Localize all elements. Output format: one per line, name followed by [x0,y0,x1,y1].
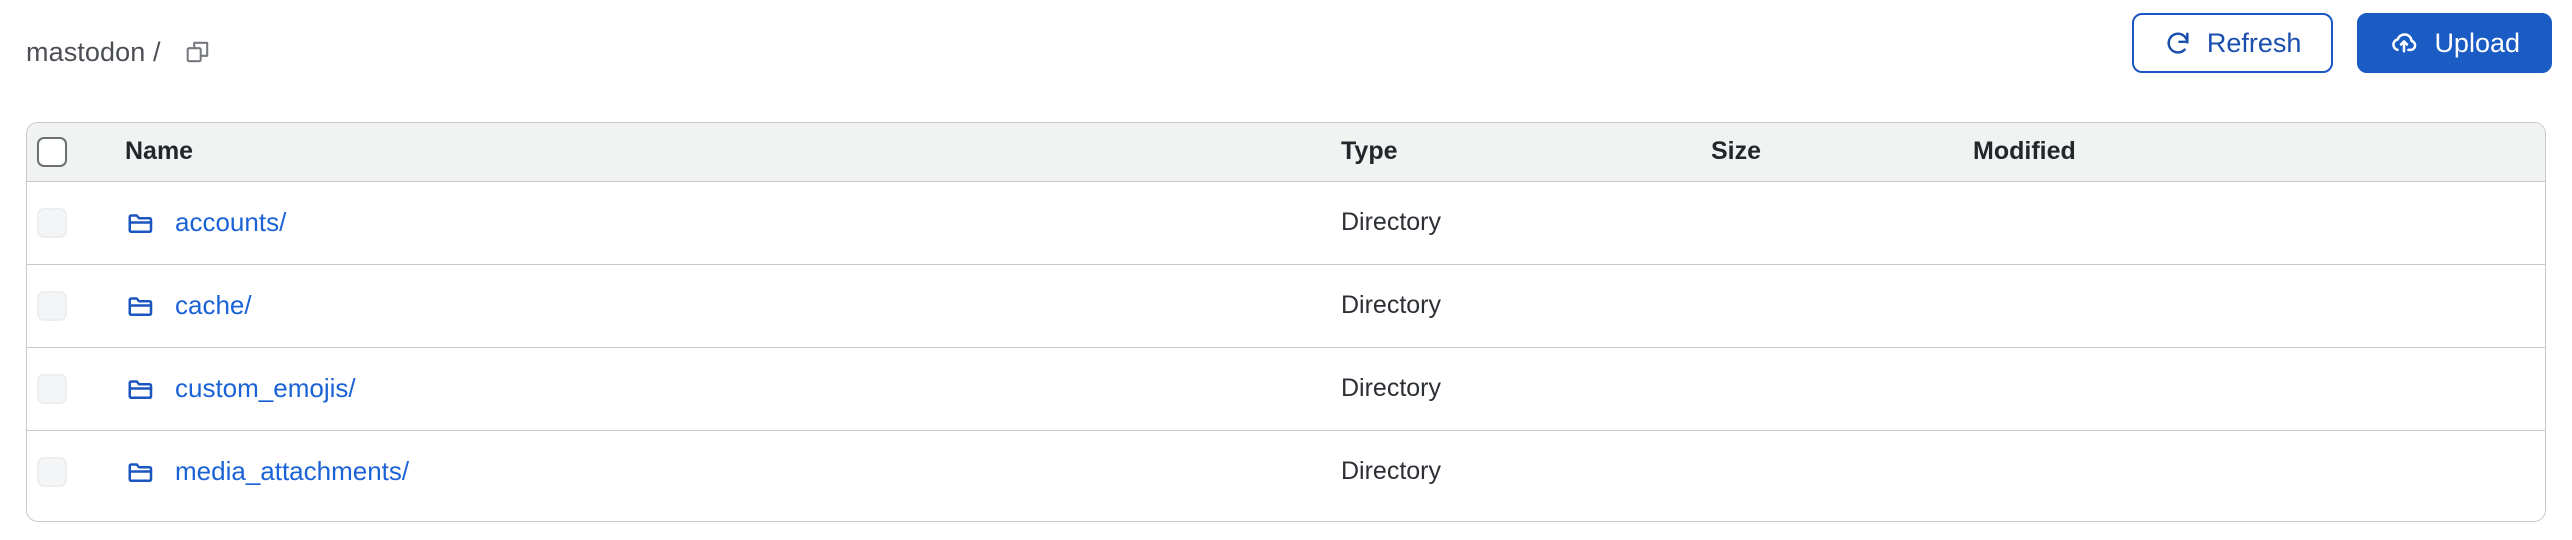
row-select-cell [27,264,111,348]
file-name-link[interactable]: custom_emojis/ [175,373,356,403]
table-header-row: Name Type Size Modified [27,123,2545,182]
folder-icon [125,207,157,239]
row-select-cell [27,430,111,513]
column-header-type[interactable]: Type [1321,123,1691,182]
row-modified-cell [1951,430,2545,513]
breadcrumb: mastodon / [26,32,213,72]
row-size-cell [1691,430,1951,513]
row-modified-cell [1951,181,2545,265]
breadcrumb-path[interactable]: mastodon / [26,36,161,67]
folder-icon [125,290,157,322]
row-type-cell: Directory [1321,347,1691,431]
table-row[interactable]: custom_emojis/ Directory [27,347,2545,431]
top-toolbar: mastodon / Refresh [0,0,2572,104]
row-name-cell: custom_emojis/ [111,347,1321,431]
row-checkbox[interactable] [37,373,67,404]
row-checkbox[interactable] [37,290,67,321]
folder-icon [125,373,157,405]
row-name-cell: media_attachments/ [111,430,1321,513]
file-table-body: accounts/ Directory [27,181,2545,513]
row-modified-cell [1951,347,2545,431]
column-header-size[interactable]: Size [1691,123,1951,182]
row-type-cell: Directory [1321,430,1691,513]
table-row[interactable]: cache/ Directory [27,264,2545,348]
row-select-cell [27,347,111,431]
row-select-cell [27,181,111,265]
refresh-cw-icon [2164,29,2192,57]
column-header-name[interactable]: Name [111,123,1321,182]
copy-icon[interactable] [183,37,213,67]
row-size-cell [1691,181,1951,265]
row-type-cell: Directory [1321,181,1691,265]
row-size-cell [1691,264,1951,348]
upload-button[interactable]: Upload [2357,13,2552,73]
row-checkbox[interactable] [37,207,67,238]
refresh-button[interactable]: Refresh [2131,13,2334,73]
row-name-cell: accounts/ [111,181,1321,265]
row-type-cell: Directory [1321,264,1691,348]
row-name-cell: cache/ [111,264,1321,348]
row-modified-cell [1951,264,2545,348]
file-table: Name Type Size Modified [27,123,2545,513]
select-all-cell [27,123,111,182]
refresh-button-label: Refresh [2206,27,2302,58]
column-header-modified[interactable]: Modified [1951,123,2545,182]
upload-button-label: Upload [2434,27,2520,58]
folder-icon [125,456,157,488]
cloud-upload-icon [2389,28,2419,58]
file-table-head: Name Type Size Modified [27,123,2545,182]
toolbar-actions: Refresh Upload [2131,13,2552,73]
file-name-link[interactable]: accounts/ [175,207,287,237]
select-all-checkbox[interactable] [37,136,67,167]
table-row[interactable]: accounts/ Directory [27,181,2545,265]
row-checkbox[interactable] [37,456,67,487]
table-row[interactable]: media_attachments/ Directory [27,430,2545,513]
file-name-link[interactable]: cache/ [175,290,252,320]
file-name-link[interactable]: media_attachments/ [175,456,410,487]
row-size-cell [1691,347,1951,431]
file-table-container: Name Type Size Modified [26,122,2546,522]
